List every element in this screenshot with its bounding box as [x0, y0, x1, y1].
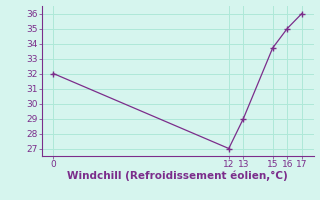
X-axis label: Windchill (Refroidissement éolien,°C): Windchill (Refroidissement éolien,°C): [67, 171, 288, 181]
